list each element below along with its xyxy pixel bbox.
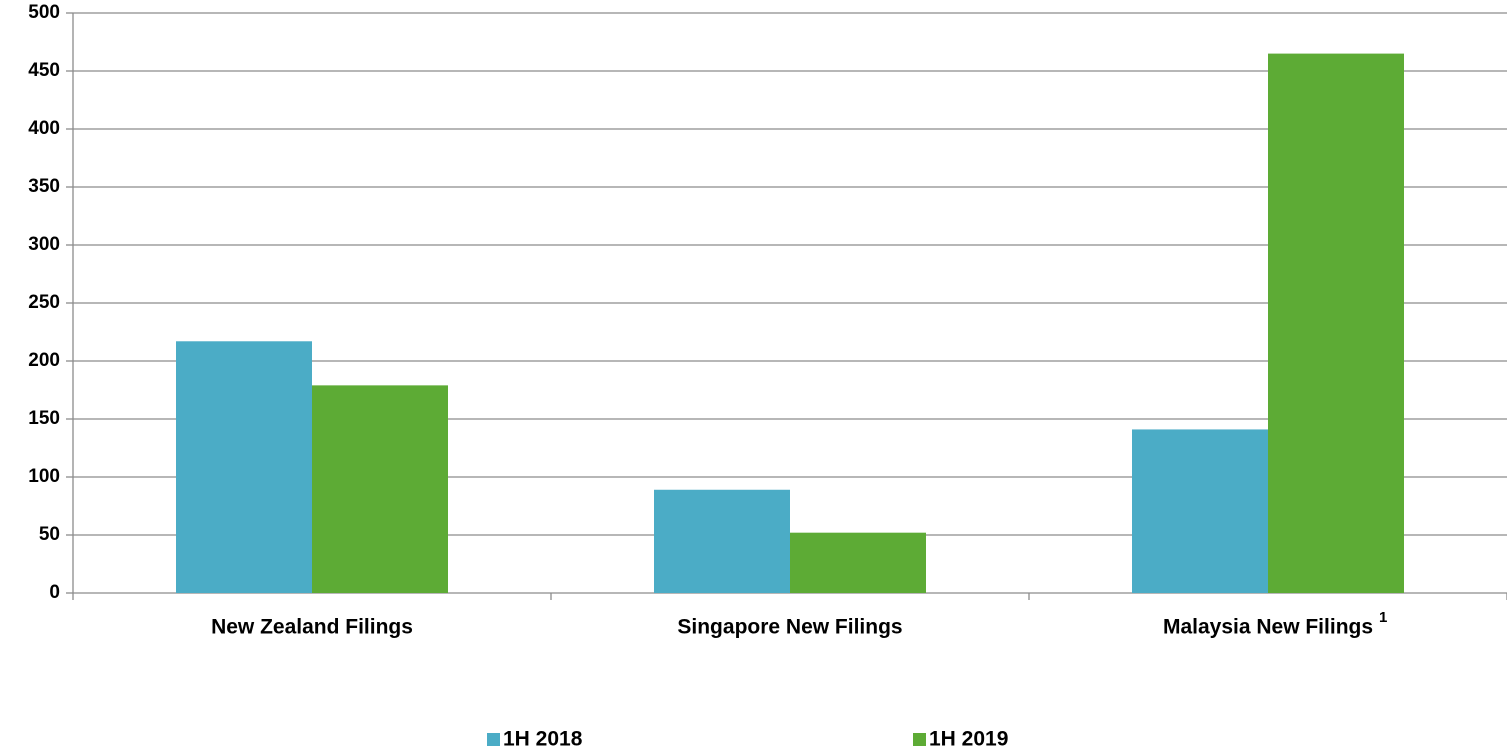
y-tick-label: 300	[28, 234, 60, 255]
x-tick-label: New Zealand Filings	[211, 616, 413, 639]
y-tick-label: 200	[28, 350, 60, 371]
y-tick-label: 450	[28, 60, 60, 81]
legend-swatch	[487, 733, 500, 746]
y-tick-label: 400	[28, 118, 60, 139]
bar	[654, 489, 790, 593]
y-tick-label: 0	[49, 582, 60, 603]
y-tick-label: 250	[28, 292, 60, 313]
bar	[1132, 429, 1268, 593]
legend-label: 1H 2019	[929, 728, 1008, 750]
footnote-marker: 1	[1379, 609, 1387, 626]
y-tick-label: 500	[28, 2, 60, 23]
bar	[176, 341, 312, 593]
y-tick-label: 50	[39, 524, 60, 545]
x-tick-label: Singapore New Filings	[677, 616, 902, 639]
bar	[790, 532, 926, 593]
legend-swatch	[913, 733, 926, 746]
y-tick-label: 100	[28, 466, 60, 487]
bar	[312, 385, 448, 593]
y-tick-label: 350	[28, 176, 60, 197]
y-tick-label: 150	[28, 408, 60, 429]
legend-label: 1H 2018	[503, 728, 583, 750]
bar	[1268, 53, 1404, 594]
x-tick-label: Malaysia New Filings	[1163, 616, 1373, 639]
